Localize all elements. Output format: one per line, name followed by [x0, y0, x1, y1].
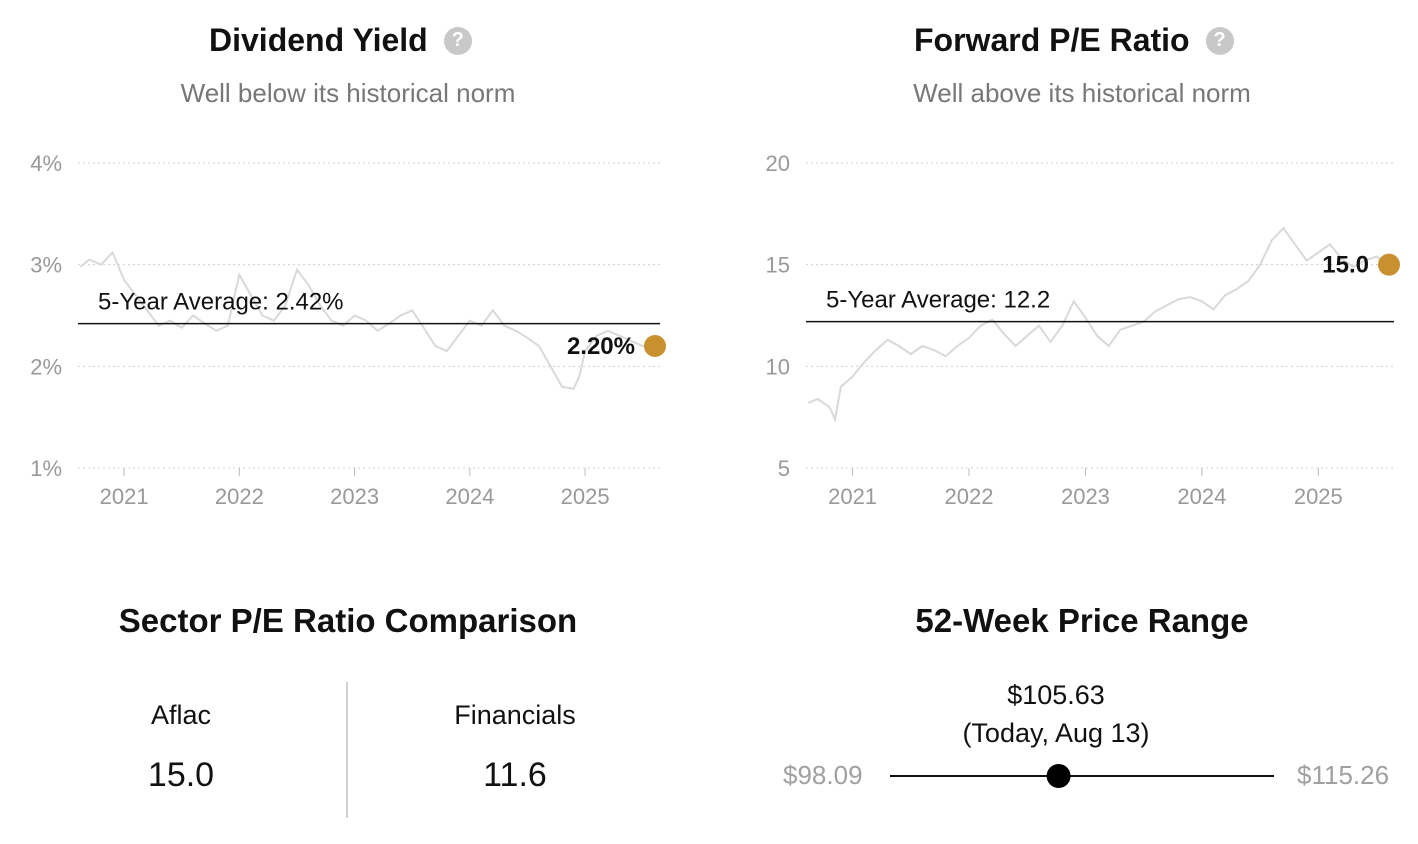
series-line: [79, 250, 655, 390]
dividend-yield-chart: 1% 2% 3% 4% 2021 2022 2023 2024 2025 5-Year Avera…: [30, 151, 666, 509]
dividend-yield-title: Dividend Yield ?: [209, 22, 472, 59]
question-circle-icon[interactable]: ?: [1205, 26, 1234, 55]
forward-pe-subtitle: Well above its historical norm: [913, 78, 1251, 108]
current-value-label: 15.0: [1322, 252, 1369, 279]
series-line: [807, 226, 1389, 423]
x-tick-label: 2022: [945, 484, 994, 509]
y-tick-label: 3%: [30, 253, 62, 278]
current-marker: [644, 335, 666, 357]
current-price-note: (Today, Aug 13): [962, 718, 1150, 748]
y-tick-label: 2%: [30, 354, 62, 379]
y-tick-label: 15: [766, 253, 790, 278]
aflac-value: 15.0: [147, 756, 215, 794]
y-tick-label: 5: [778, 456, 790, 481]
aflac-label: Aflac: [150, 700, 212, 730]
range-low: $98.09: [783, 760, 863, 790]
x-tick-label: 2021: [828, 484, 877, 509]
dividend-yield-subtitle: Well below its historical norm: [180, 78, 516, 108]
forward-pe-chart: 5 10 15 20 2021 2022 2023 2024 2025 5-Year Averag…: [766, 151, 1400, 509]
x-tick-label: 2025: [1294, 484, 1343, 509]
sector-pe-title: Sector P/E Ratio Comparison: [118, 602, 578, 639]
forward-pe-title: Forward P/E Ratio ?: [914, 22, 1234, 59]
x-tick-label: 2023: [330, 484, 379, 509]
y-tick-label: 20: [766, 151, 790, 176]
y-tick-label: 1%: [30, 456, 62, 481]
y-tick-label: 10: [766, 354, 790, 379]
price-range-title: 52-Week Price Range: [915, 602, 1249, 639]
range-high: $115.26: [1297, 760, 1390, 790]
current-value-label: 2.20%: [567, 333, 635, 360]
x-tick-label: 2021: [100, 484, 149, 509]
x-tick-label: 2025: [561, 484, 610, 509]
x-tick-label: 2023: [1061, 484, 1110, 509]
x-tick-label: 2024: [445, 484, 494, 509]
financials-label: Financials: [454, 700, 576, 730]
price-range-track: [890, 764, 1274, 788]
dividend-yield-title-text: Dividend Yield: [209, 22, 428, 58]
financials-value: 11.6: [483, 756, 547, 794]
current-price-marker[interactable]: [1046, 764, 1071, 788]
comparison-divider: [346, 682, 348, 818]
average-label: 5-Year Average: 12.2: [826, 287, 1050, 314]
forward-pe-title-text: Forward P/E Ratio: [914, 22, 1190, 58]
x-tick-label: 2022: [215, 484, 264, 509]
x-tick-label: 2024: [1177, 484, 1226, 509]
y-tick-label: 4%: [30, 151, 62, 176]
current-marker: [1378, 253, 1400, 276]
average-label: 5-Year Average: 2.42%: [98, 289, 344, 316]
current-price: $105.63: [1007, 680, 1105, 710]
question-circle-icon[interactable]: ?: [443, 26, 472, 55]
